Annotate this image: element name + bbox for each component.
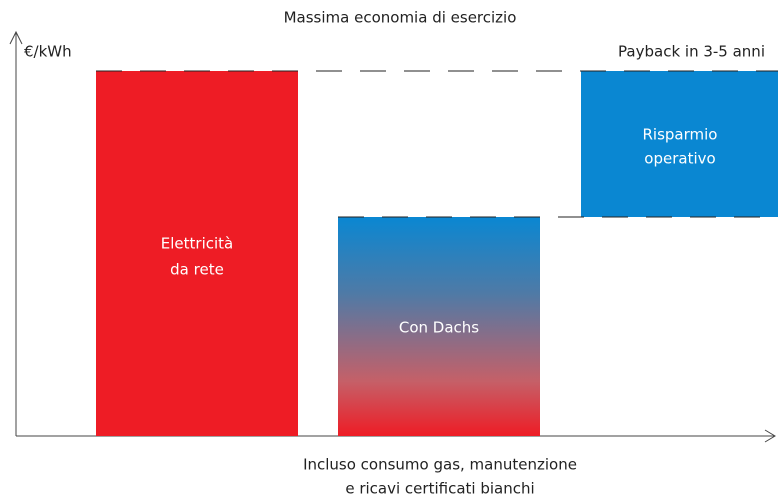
title: Massima economia di esercizio [284, 9, 517, 27]
y-arrow [9, 30, 23, 45]
y-axis-label: €/kWh [24, 43, 72, 61]
bar-label: da rete [170, 261, 224, 279]
bar-grid [96, 71, 298, 436]
x-note: e ricavi certificati bianchi [345, 480, 534, 494]
x-arrow [764, 429, 776, 443]
bar-label: Elettricità [161, 235, 233, 253]
bar-dachs [338, 217, 540, 436]
payback-label: Payback in 3-5 anni [618, 43, 765, 61]
bar-saving [581, 71, 778, 217]
bar-label: Risparmio [643, 126, 718, 144]
x-note: Incluso consumo gas, manutenzione [303, 456, 577, 474]
bar-label: operativo [644, 150, 715, 168]
bar-label: Con Dachs [399, 319, 479, 337]
